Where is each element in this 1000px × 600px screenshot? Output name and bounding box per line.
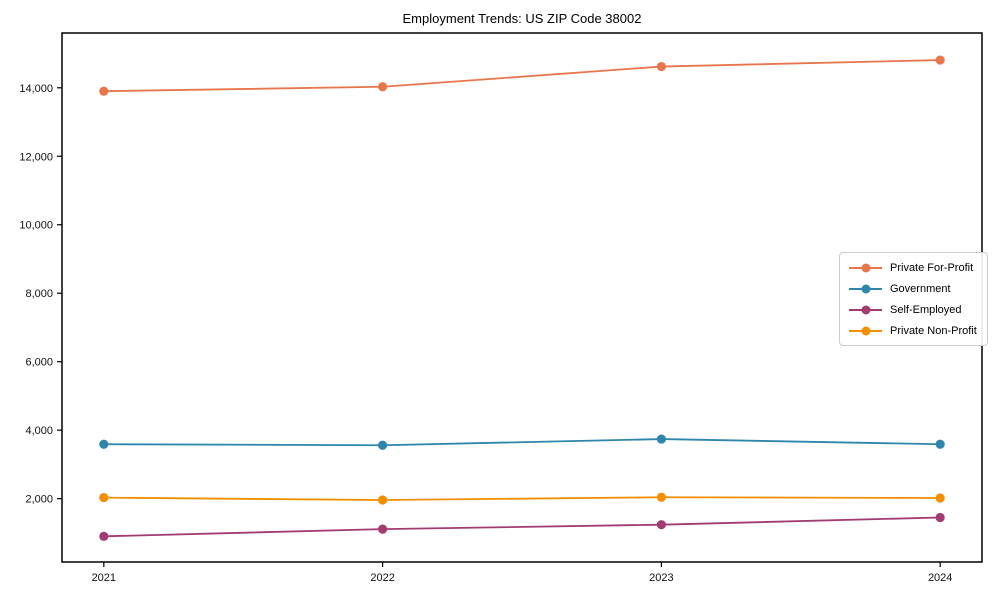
legend-line-sample [849,305,882,314]
legend-item-self-employed: Self-Employed [849,302,977,317]
x-tick-label: 2024 [928,572,952,584]
legend-marker-icon [861,305,870,314]
marker-private-non-profit-2022 [378,495,388,505]
legend-item-private-non-profit: Private Non-Profit [849,323,977,338]
legend: Private For-Profit Government Self-Employe… [839,252,988,346]
legend-item-private-for-profit: Private For-Profit [849,260,977,275]
marker-private-for-profit-2021 [99,86,109,96]
y-tick-label: 12,000 [19,151,53,163]
y-tick-label: 8,000 [25,288,53,300]
marker-government-2022 [378,440,388,450]
marker-private-non-profit-2024 [935,493,945,503]
marker-government-2023 [656,434,666,444]
x-tick-label: 2021 [92,572,116,584]
legend-label: Private Non-Profit [890,324,977,337]
marker-self-employed-2022 [378,524,388,534]
x-tick-label: 2023 [649,572,673,584]
marker-private-non-profit-2021 [99,493,109,503]
x-tick-label: 2022 [370,572,394,584]
legend-label: Private For-Profit [890,261,974,274]
marker-self-employed-2023 [656,520,666,530]
legend-line-sample [849,326,882,335]
legend-marker-icon [861,284,870,293]
series-line-private-for-profit [103,59,941,93]
y-tick-label: 2,000 [25,494,53,506]
legend-line-sample [849,263,882,272]
series-line-private-non-profit [103,496,941,501]
marker-self-employed-2021 [99,531,109,541]
legend-item-government: Government [849,281,977,296]
legend-line-sample [849,284,882,293]
y-tick-label: 10,000 [19,220,53,232]
chart-title: Employment Trends: US ZIP Code 38002 [402,11,642,26]
marker-private-non-profit-2023 [656,492,666,502]
legend-label: Government [890,282,951,295]
legend-marker-icon [861,326,870,335]
marker-private-for-profit-2023 [656,61,666,72]
y-tick-label: 4,000 [25,425,53,437]
y-tick-label: 6,000 [25,357,53,369]
legend-label: Self-Employed [890,303,962,316]
series-line-self-employed [103,516,941,538]
marker-government-2024 [935,439,945,449]
y-tick-label: 14,000 [19,83,53,95]
series-line-government [103,438,941,447]
legend-marker-icon [861,263,870,272]
marker-private-for-profit-2022 [378,82,388,92]
marker-private-for-profit-2024 [935,55,945,65]
marker-government-2021 [99,439,109,449]
marker-self-employed-2024 [935,512,945,523]
